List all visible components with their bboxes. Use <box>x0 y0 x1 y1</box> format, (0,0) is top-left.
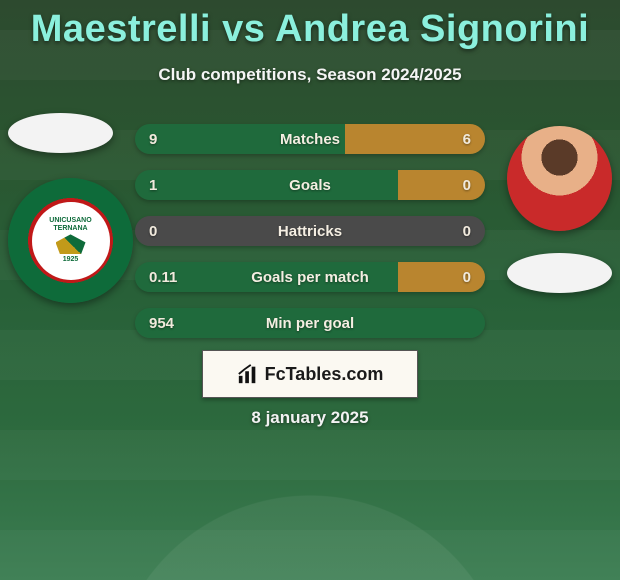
stat-label: Matches <box>195 131 425 148</box>
player-right-avatar <box>507 126 612 231</box>
stat-value-right: 0 <box>425 269 485 286</box>
club-year: 1925 <box>63 256 79 264</box>
stat-label: Goals <box>195 177 425 194</box>
stat-value-left: 1 <box>135 177 195 194</box>
page-title: Maestrelli vs Andrea Signorini <box>0 0 620 51</box>
brand-text: FcTables.com <box>265 364 384 385</box>
stats-table: 9Matches61Goals00Hattricks00.11Goals per… <box>135 124 485 354</box>
player-right-ellipse <box>507 253 612 293</box>
stat-row: 9Matches6 <box>135 124 485 154</box>
stat-value-left: 0 <box>135 223 195 240</box>
stat-value-left: 0.11 <box>135 269 195 286</box>
bar-chart-icon <box>237 363 259 385</box>
stat-label: Goals per match <box>195 269 425 286</box>
player-left-ellipse <box>8 113 113 153</box>
stat-label: Min per goal <box>195 315 425 332</box>
club-crest-icon <box>56 234 86 254</box>
stat-value-right: 0 <box>425 177 485 194</box>
footer-date: 8 january 2025 <box>0 408 620 428</box>
brand-badge[interactable]: FcTables.com <box>202 350 418 398</box>
club-text-1: UNICUSANO <box>49 217 91 225</box>
stat-value-right: 6 <box>425 131 485 148</box>
club-text-2: TERNANA <box>53 225 87 233</box>
stat-row: 1Goals0 <box>135 170 485 200</box>
stat-row: 0.11Goals per match0 <box>135 262 485 292</box>
stat-value-right: 0 <box>425 223 485 240</box>
stat-row: 954Min per goal <box>135 308 485 338</box>
page-subtitle: Club competitions, Season 2024/2025 <box>0 65 620 85</box>
stat-label: Hattricks <box>195 223 425 240</box>
stat-value-left: 9 <box>135 131 195 148</box>
stat-value-left: 954 <box>135 315 195 332</box>
stat-row: 0Hattricks0 <box>135 216 485 246</box>
club-badge-left: UNICUSANO TERNANA 1925 <box>8 178 133 303</box>
